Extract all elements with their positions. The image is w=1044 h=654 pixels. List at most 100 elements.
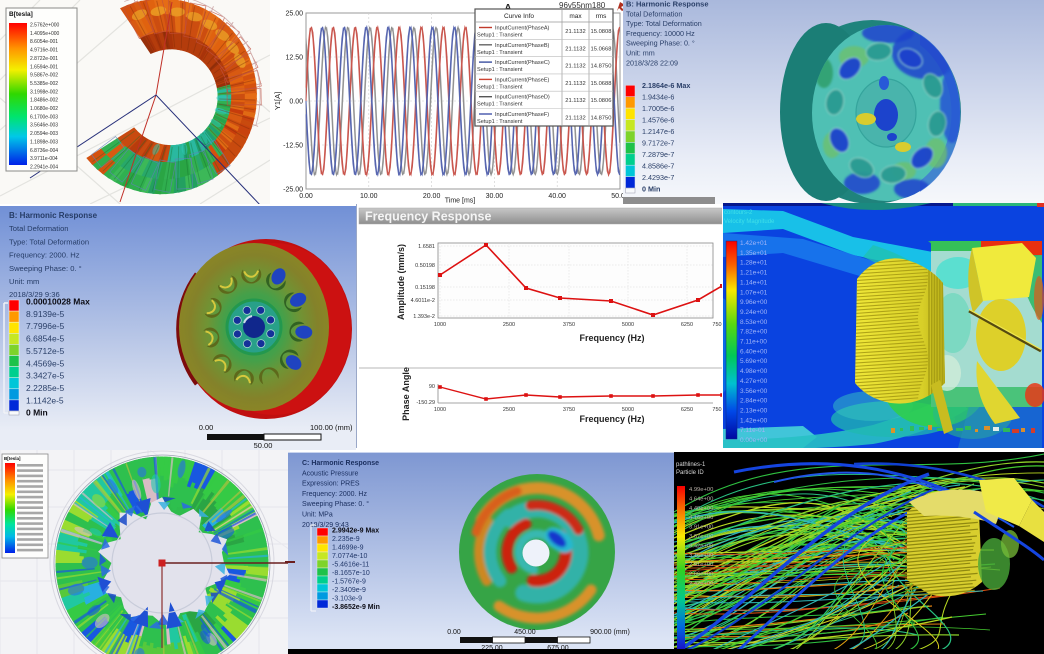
svg-text:15.0688: 15.0688 <box>591 81 612 87</box>
svg-text:3750: 3750 <box>563 322 575 328</box>
svg-text:21.1132: 21.1132 <box>565 46 586 52</box>
svg-text:-150.29: -150.29 <box>416 400 435 406</box>
svg-text:C: Harmonic Response: C: Harmonic Response <box>302 460 379 467</box>
svg-text:1000: 1000 <box>434 407 446 413</box>
svg-text:2018/3/28 22:09: 2018/3/28 22:09 <box>626 58 678 67</box>
svg-text:Phase Angle: Phase Angle <box>401 367 411 421</box>
svg-text:1.8486e-002: 1.8486e-002 <box>30 98 58 104</box>
svg-text:-1.5767e-9: -1.5767e-9 <box>332 579 366 586</box>
svg-text:Type: Total Deformation: Type: Total Deformation <box>9 237 89 246</box>
svg-text:225.00: 225.00 <box>481 645 503 649</box>
svg-text:6250: 6250 <box>681 322 693 328</box>
svg-text:4.6011e-2: 4.6011e-2 <box>411 298 435 304</box>
svg-text:InputCurrent(PhaseF): InputCurrent(PhaseF) <box>495 112 549 118</box>
svg-text:Frequency: 10000 Hz: Frequency: 10000 Hz <box>626 29 695 38</box>
svg-text:-3.8652e-9 Min: -3.8652e-9 Min <box>332 604 380 611</box>
svg-text:2.0594e-003: 2.0594e-003 <box>30 131 58 137</box>
svg-text:8.53e+00: 8.53e+00 <box>740 319 768 326</box>
svg-text:1.393e-2: 1.393e-2 <box>413 314 435 320</box>
svg-text:Total Deformation: Total Deformation <box>9 224 69 233</box>
svg-text:-12.50: -12.50 <box>283 143 303 150</box>
svg-text:1.14e+01: 1.14e+01 <box>740 279 768 286</box>
svg-text:0.50198: 0.50198 <box>415 263 435 269</box>
svg-text:30.00: 30.00 <box>486 193 504 200</box>
svg-text:contours-2: contours-2 <box>724 210 753 216</box>
svg-text:7.0774e-10: 7.0774e-10 <box>332 553 368 560</box>
svg-text:-8.1657e-10: -8.1657e-10 <box>332 570 370 577</box>
svg-text:1.4576e-6: 1.4576e-6 <box>642 116 674 125</box>
svg-text:Setup1 : Transient: Setup1 : Transient <box>477 50 523 56</box>
svg-text:1.4699e-9: 1.4699e-9 <box>332 545 364 552</box>
svg-text:InputCurrent(PhaseA): InputCurrent(PhaseA) <box>495 26 550 32</box>
svg-text:4.98e+00: 4.98e+00 <box>740 368 768 375</box>
svg-text:2.8722e-001: 2.8722e-001 <box>30 56 58 62</box>
svg-text:1.9434e-6: 1.9434e-6 <box>642 93 674 102</box>
svg-text:1.28e+01: 1.28e+01 <box>740 260 768 267</box>
svg-text:7.7996e-5: 7.7996e-5 <box>26 321 65 331</box>
svg-text:B: Harmonic Response: B: Harmonic Response <box>9 211 98 220</box>
svg-text:9.96e+00: 9.96e+00 <box>740 299 768 306</box>
svg-text:21.1132: 21.1132 <box>565 116 586 122</box>
svg-text:Acoustic Pressure: Acoustic Pressure <box>302 470 359 477</box>
svg-text:675.00: 675.00 <box>547 645 569 649</box>
svg-text:InputCurrent(PhaseD): InputCurrent(PhaseD) <box>495 95 550 101</box>
svg-text:Time [ms]: Time [ms] <box>445 198 476 205</box>
svg-text:50.00: 50.00 <box>611 193 625 200</box>
svg-text:1.07e+01: 1.07e+01 <box>740 289 768 296</box>
svg-text:0 Min: 0 Min <box>642 185 660 194</box>
svg-text:7.11e+00: 7.11e+00 <box>740 339 767 346</box>
svg-text:21.1132: 21.1132 <box>565 64 586 70</box>
svg-text:1.35e+01: 1.35e+01 <box>740 250 768 257</box>
svg-text:2.5762e+000: 2.5762e+000 <box>30 23 60 29</box>
svg-text:750: 750 <box>712 322 721 328</box>
svg-text:Velocity Magnitude: Velocity Magnitude <box>724 219 775 225</box>
svg-text:-25.00: -25.00 <box>283 187 303 194</box>
svg-text:6250: 6250 <box>681 407 693 413</box>
svg-text:Sweeping Phase: 0. °: Sweeping Phase: 0. ° <box>626 39 695 48</box>
svg-text:-5.4616e-11: -5.4616e-11 <box>332 562 369 569</box>
svg-text:1.4095e+000: 1.4095e+000 <box>30 31 60 37</box>
svg-text:2.91e+00: 2.91e+00 <box>689 562 713 568</box>
svg-text:1.0680e-002: 1.0680e-002 <box>30 106 58 112</box>
svg-text:3.91e+00: 3.91e+00 <box>689 525 713 531</box>
svg-text:3.3427e-5: 3.3427e-5 <box>26 371 65 381</box>
svg-text:3750: 3750 <box>563 407 575 413</box>
svg-text:25.00: 25.00 <box>285 11 303 18</box>
svg-text:Expression: PRES: Expression: PRES <box>302 481 360 488</box>
svg-text:Setup1 : Transient: Setup1 : Transient <box>477 119 523 125</box>
svg-text:6.6854e-5: 6.6854e-5 <box>26 334 65 344</box>
svg-text:1.21e+01: 1.21e+01 <box>740 270 768 277</box>
svg-text:96v55nm180: 96v55nm180 <box>559 1 606 10</box>
svg-text:6.40e+00: 6.40e+00 <box>740 348 768 355</box>
svg-text:2.66e+00: 2.66e+00 <box>689 572 713 578</box>
svg-text:Setup1 : Transient: Setup1 : Transient <box>477 102 523 108</box>
svg-text:1.42e+01: 1.42e+01 <box>740 240 768 247</box>
svg-text:15.0806: 15.0806 <box>591 98 612 104</box>
svg-text:2018/3/29 9:36: 2018/3/29 9:36 <box>9 290 60 299</box>
svg-text:1.6594e-001: 1.6594e-001 <box>30 64 58 70</box>
svg-text:3.67e+00: 3.67e+00 <box>689 534 713 540</box>
svg-text:8.6054e-001: 8.6054e-001 <box>30 39 58 45</box>
svg-text:900.00 (mm): 900.00 (mm) <box>590 629 630 636</box>
svg-text:0.00010028 Max: 0.00010028 Max <box>26 297 90 307</box>
svg-text:0.15198: 0.15198 <box>415 285 435 291</box>
svg-text:4.99e+00: 4.99e+00 <box>689 487 713 493</box>
svg-text:0 Min: 0 Min <box>26 408 48 418</box>
svg-text:7.2879e-7: 7.2879e-7 <box>642 150 674 159</box>
svg-text:4.40e+00: 4.40e+00 <box>689 506 713 512</box>
svg-text:Total Deformation: Total Deformation <box>626 9 682 18</box>
svg-text:2.13e+00: 2.13e+00 <box>740 407 768 414</box>
svg-text:1.1142e-5: 1.1142e-5 <box>26 395 64 405</box>
svg-text:2.4293e-7: 2.4293e-7 <box>642 173 674 182</box>
svg-text:6.1700e-003: 6.1700e-003 <box>30 114 58 120</box>
svg-text:450.00: 450.00 <box>514 629 536 636</box>
svg-text:9.7172e-7: 9.7172e-7 <box>642 139 674 148</box>
svg-text:2.235e-9: 2.235e-9 <box>332 536 360 543</box>
svg-text:5.5712e-5: 5.5712e-5 <box>26 346 65 356</box>
svg-text:2500: 2500 <box>503 322 515 328</box>
svg-text:4.16e+00: 4.16e+00 <box>689 515 713 521</box>
svg-text:Unit: MPa: Unit: MPa <box>302 512 333 519</box>
svg-text:5000: 5000 <box>622 322 634 328</box>
svg-text:Frequency (Hz): Frequency (Hz) <box>579 414 644 424</box>
svg-text:B: Harmonic Response: B: Harmonic Response <box>626 0 709 9</box>
